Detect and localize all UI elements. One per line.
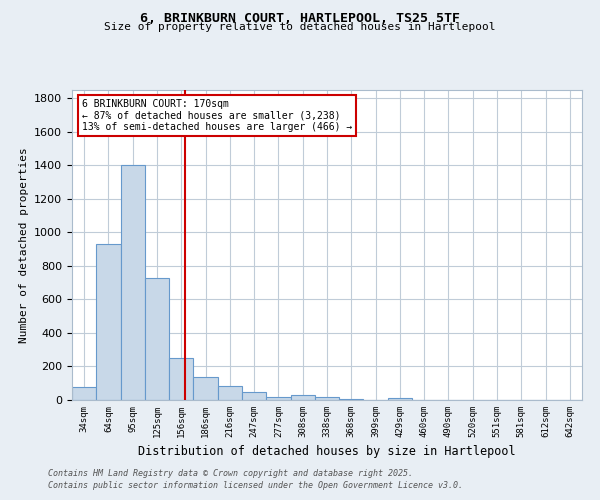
Text: Size of property relative to detached houses in Hartlepool: Size of property relative to detached ho… xyxy=(104,22,496,32)
Bar xyxy=(339,398,364,400)
Bar xyxy=(290,395,315,400)
Bar xyxy=(242,392,266,400)
Text: 6, BRINKBURN COURT, HARTLEPOOL, TS25 5TF: 6, BRINKBURN COURT, HARTLEPOOL, TS25 5TF xyxy=(140,12,460,26)
Bar xyxy=(388,398,412,400)
Bar xyxy=(72,386,96,400)
Bar xyxy=(169,358,193,400)
Bar xyxy=(193,376,218,400)
Text: Contains HM Land Registry data © Crown copyright and database right 2025.: Contains HM Land Registry data © Crown c… xyxy=(48,468,413,477)
Y-axis label: Number of detached properties: Number of detached properties xyxy=(19,147,29,343)
X-axis label: Distribution of detached houses by size in Hartlepool: Distribution of detached houses by size … xyxy=(138,446,516,458)
Text: Contains public sector information licensed under the Open Government Licence v3: Contains public sector information licen… xyxy=(48,481,463,490)
Bar xyxy=(218,386,242,400)
Bar xyxy=(121,166,145,400)
Bar xyxy=(315,398,339,400)
Text: 6 BRINKBURN COURT: 170sqm
← 87% of detached houses are smaller (3,238)
13% of se: 6 BRINKBURN COURT: 170sqm ← 87% of detac… xyxy=(82,99,352,132)
Bar xyxy=(145,278,169,400)
Bar xyxy=(266,396,290,400)
Bar xyxy=(96,244,121,400)
